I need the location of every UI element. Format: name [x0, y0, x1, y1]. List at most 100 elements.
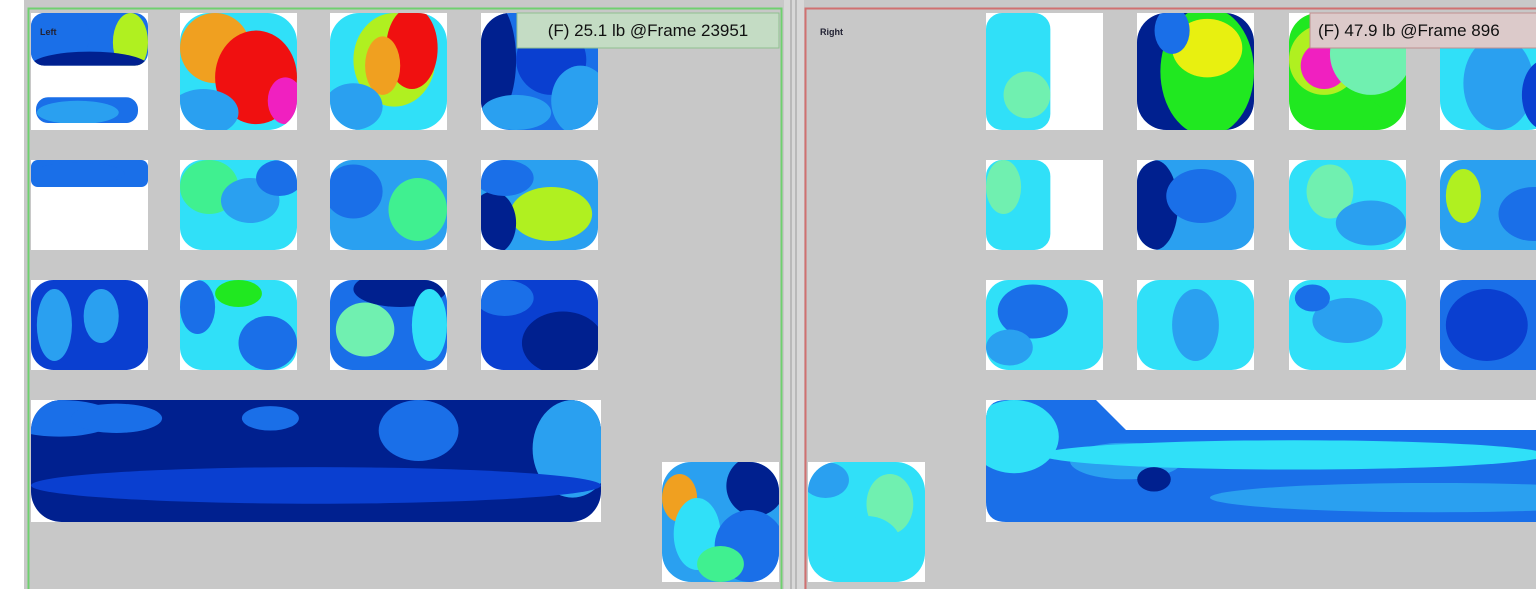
- map-region: [31, 162, 125, 185]
- tile-map: [1137, 160, 1254, 250]
- tile-map: [986, 13, 1051, 130]
- map-region: [330, 83, 383, 130]
- readout-box: [516, 12, 780, 49]
- tile-map: [180, 160, 297, 250]
- map-region: [986, 329, 1033, 366]
- map-region: [1294, 284, 1330, 312]
- map-region: [1498, 187, 1536, 241]
- map-region: [1172, 18, 1243, 78]
- map-region: [1306, 164, 1354, 219]
- tile-map: [1137, 280, 1254, 370]
- pressure-tile: [986, 160, 1103, 250]
- tile-map: [986, 280, 1103, 370]
- tile-map: [481, 13, 598, 130]
- map-region: [1445, 169, 1481, 223]
- map-region: [1137, 467, 1171, 492]
- tile-map: [330, 280, 447, 370]
- tile-map: [31, 400, 601, 522]
- map-region: [986, 160, 1022, 214]
- tile-map: [986, 160, 1051, 250]
- panel-label: Right: [820, 27, 843, 37]
- map-region: [532, 400, 601, 498]
- right-panel-border: [804, 7, 1536, 589]
- readout-box: [1309, 12, 1536, 49]
- map-region: [1210, 482, 1536, 513]
- pressure-tile: [31, 160, 148, 250]
- map-region: [267, 77, 297, 125]
- map-region: [411, 289, 447, 361]
- left-margin: [0, 0, 24, 589]
- pressure-tile: [180, 160, 297, 250]
- map-region: [1312, 298, 1383, 343]
- pressure-tile: [986, 400, 1536, 522]
- map-region: [36, 289, 72, 361]
- map-region: [986, 400, 1059, 474]
- map-region: [241, 406, 299, 431]
- readout: (F) 47.9 lb @Frame 896: [1318, 21, 1500, 40]
- map-region: [510, 187, 593, 241]
- pressure-tile: [986, 13, 1103, 130]
- map-region: [1003, 71, 1051, 119]
- pressure-tile: [1289, 280, 1406, 370]
- map-region: [180, 280, 216, 334]
- splitter: [784, 0, 804, 589]
- map-region: [1335, 200, 1406, 246]
- map-region: [238, 316, 297, 370]
- tile-map: [481, 280, 598, 370]
- map-region: [481, 94, 552, 130]
- map-region: [997, 284, 1068, 339]
- pressure-tile: [808, 462, 925, 582]
- tile-map: [1137, 13, 1254, 130]
- tile-map: [808, 462, 925, 582]
- tile-map: [180, 13, 297, 130]
- map-region: [378, 400, 459, 461]
- tile-map: [180, 280, 297, 370]
- map-region: [521, 311, 598, 370]
- tile-map: [1289, 160, 1406, 250]
- map-region: [1289, 94, 1383, 130]
- map-region: [70, 403, 163, 433]
- map-region: [726, 462, 779, 516]
- map-region: [335, 302, 395, 357]
- tile-map: [31, 280, 148, 370]
- map-region: [365, 36, 401, 95]
- pressure-tile: [986, 280, 1103, 370]
- map-region: [481, 160, 534, 196]
- map-region: [831, 516, 902, 576]
- map-region: [697, 546, 744, 582]
- pressure-maps: [31, 13, 1536, 582]
- tile-map: [1440, 280, 1536, 370]
- map-region: [1042, 440, 1536, 470]
- tile-map: [330, 13, 447, 130]
- pressure-tile: [1137, 280, 1254, 370]
- map-region: [1137, 160, 1178, 250]
- map-region: [1166, 169, 1237, 223]
- tile-map: [662, 462, 779, 582]
- pressure-tile: [31, 280, 148, 370]
- tile-map: [31, 160, 148, 187]
- map-region: [481, 280, 534, 316]
- pressure-tile: [180, 280, 297, 370]
- pressure-tile: [31, 400, 601, 522]
- pressure-tile: [1289, 160, 1406, 250]
- left-panel-border: [27, 7, 783, 589]
- map-region: [1172, 289, 1219, 361]
- pressure-tile: [330, 160, 447, 250]
- map-region: [330, 164, 383, 219]
- map-region: [1521, 59, 1536, 130]
- readout: (F) 25.1 lb @Frame 23951: [548, 21, 749, 40]
- pressure-tile: [180, 13, 297, 130]
- map-region: [1154, 13, 1190, 54]
- pressure-tile: [330, 13, 447, 130]
- pressure-tile: [1440, 160, 1536, 250]
- panel-label: Left: [40, 27, 57, 37]
- tile-map: [1440, 160, 1536, 250]
- pressure-tile: [31, 13, 148, 130]
- map-region: [83, 289, 119, 343]
- map-region: [388, 178, 447, 241]
- map-region: [31, 13, 90, 66]
- map-region: [256, 160, 297, 196]
- pressure-tile: [1137, 160, 1254, 250]
